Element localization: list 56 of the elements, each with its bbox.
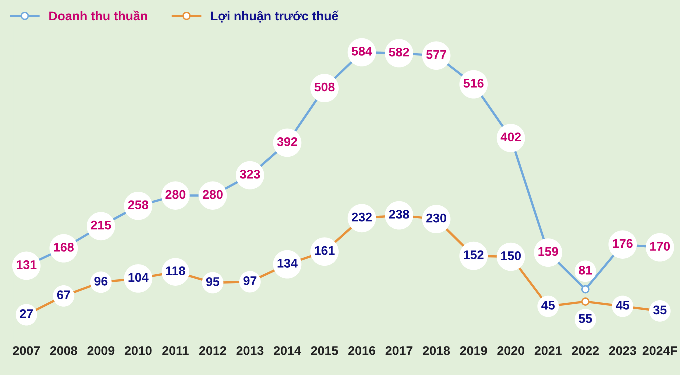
x-tick-label: 2010: [124, 346, 152, 356]
data-label: 96: [94, 276, 108, 286]
data-label: 258: [128, 200, 148, 210]
data-label: 104: [128, 273, 149, 282]
data-label: 280: [166, 190, 186, 200]
x-tick-label: 2021: [534, 346, 562, 356]
data-label: 176: [613, 239, 633, 248]
x-tick-label: 2008: [50, 346, 78, 356]
data-label: 323: [240, 170, 260, 179]
x-tick-label: 2011: [162, 346, 189, 356]
data-label: 35: [653, 306, 667, 315]
data-label: 215: [91, 220, 112, 230]
data-label: 134: [278, 259, 298, 268]
data-label: 516: [464, 79, 484, 88]
data-label: 232: [352, 212, 372, 222]
x-tick-label: 2016: [348, 346, 376, 356]
x-tick-label: 2018: [423, 346, 450, 356]
data-label: 508: [314, 82, 335, 92]
data-label: 577: [426, 50, 446, 60]
data-label: 582: [389, 48, 410, 57]
data-label: 280: [202, 190, 223, 200]
legend-label: Lợi nhuận trước thuế: [211, 10, 339, 23]
data-label: 161: [315, 246, 335, 256]
x-tick-label: 2013: [236, 346, 264, 356]
data-label: 27: [20, 310, 34, 318]
x-tick-label: 2014: [274, 346, 302, 356]
data-label: 150: [501, 252, 522, 260]
data-label: 45: [616, 301, 630, 310]
data-label: 159: [538, 247, 558, 256]
data-label: 168: [54, 243, 74, 252]
data-label: 45: [542, 301, 555, 310]
data-label: 118: [166, 266, 186, 276]
data-label: 131: [17, 260, 37, 270]
data-label: 95: [206, 277, 220, 286]
legend-label: Doanh thu thuần: [50, 10, 148, 21]
x-tick-label: 2019: [460, 346, 488, 356]
x-tick-label: 2012: [200, 346, 226, 356]
x-tick-label: 2020: [498, 346, 524, 356]
x-tick-label: 2024F: [642, 346, 678, 356]
data-label: 55: [579, 314, 592, 324]
data-label: 97: [244, 276, 257, 286]
data-label: 152: [464, 250, 484, 260]
data-label: 402: [500, 132, 522, 142]
x-tick-label: 2007: [13, 346, 40, 356]
x-tick-label: 2017: [386, 346, 413, 356]
x-tick-label: 2022: [572, 346, 600, 356]
x-tick-label: 2023: [609, 346, 636, 356]
data-label: 584: [352, 47, 372, 56]
x-tick-label: 2015: [311, 346, 338, 356]
data-label: 392: [277, 137, 298, 146]
data-label: 230: [426, 214, 446, 223]
data-label: 67: [57, 290, 70, 300]
data-label: 170: [650, 242, 670, 251]
data-label: 81: [579, 266, 592, 275]
x-tick-label: 2009: [88, 346, 115, 356]
data-label: 238: [389, 210, 410, 219]
